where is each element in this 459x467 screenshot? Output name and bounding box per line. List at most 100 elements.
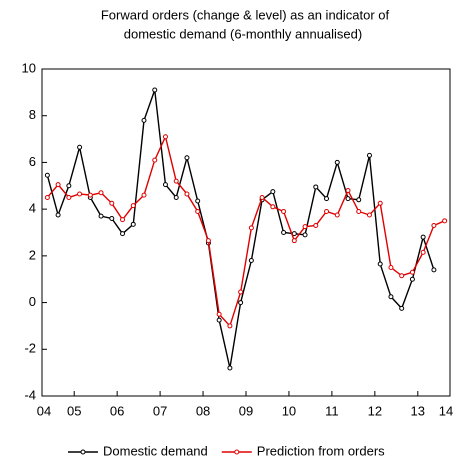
point-marker <box>227 323 233 329</box>
y-tick-label: -2 <box>24 341 36 356</box>
point-marker <box>388 294 394 300</box>
point-marker <box>270 204 276 210</box>
point-marker <box>55 212 61 218</box>
chart-title: Forward orders (change & level) as an in… <box>101 7 390 22</box>
point-marker <box>109 215 115 221</box>
point-marker <box>44 194 50 200</box>
point-marker <box>281 208 287 214</box>
point-marker <box>87 192 93 198</box>
point-marker <box>420 234 426 240</box>
x-tick-label: 10 <box>282 403 296 418</box>
series-line <box>46 134 445 328</box>
point-marker <box>120 217 126 223</box>
y-tick-label: 6 <box>29 154 36 169</box>
legend-label: Prediction from orders <box>257 443 385 458</box>
point-marker <box>238 300 244 306</box>
y-tick-label: 2 <box>29 247 36 262</box>
point-marker <box>366 152 372 158</box>
legend-label: Domestic demand <box>103 443 208 458</box>
point-marker <box>184 191 190 197</box>
legend-marker <box>234 449 240 455</box>
point-marker <box>281 230 287 235</box>
point-marker <box>356 208 362 214</box>
point-marker <box>173 178 179 184</box>
point-marker <box>216 311 222 317</box>
point-marker <box>270 189 276 195</box>
point-marker <box>377 261 383 267</box>
point-marker <box>44 172 50 178</box>
point-marker <box>442 218 448 224</box>
point-marker <box>420 249 426 255</box>
x-tick-label: 11 <box>325 403 339 418</box>
x-tick-label: 14 <box>439 403 453 418</box>
point-marker <box>377 200 383 206</box>
point-marker <box>248 225 254 231</box>
y-tick-label: 4 <box>29 201 36 216</box>
point-marker <box>130 203 136 209</box>
point-marker <box>109 200 115 206</box>
point-marker <box>77 191 83 197</box>
y-tick-label: 0 <box>29 294 36 309</box>
point-marker <box>227 365 233 371</box>
point-marker <box>334 212 340 218</box>
y-tick-label: 10 <box>22 60 36 75</box>
point-marker <box>345 196 351 202</box>
point-marker <box>388 265 394 271</box>
point-marker <box>130 221 136 227</box>
point-marker <box>334 159 340 165</box>
point-marker <box>313 222 319 228</box>
point-marker <box>431 267 437 273</box>
point-marker <box>120 231 126 237</box>
x-tick-label: 07 <box>153 403 167 418</box>
point-marker <box>184 155 190 161</box>
series-line <box>46 89 435 369</box>
y-tick-label: 8 <box>29 107 36 122</box>
x-tick-label: 08 <box>196 403 210 418</box>
point-marker <box>431 222 437 228</box>
point-marker <box>324 208 330 214</box>
point-marker <box>77 144 83 150</box>
point-marker <box>162 134 168 140</box>
plot-frame <box>41 68 451 397</box>
point-marker <box>356 197 362 203</box>
point-marker <box>66 194 72 200</box>
point-marker <box>152 87 158 93</box>
point-marker <box>259 194 265 200</box>
point-marker <box>324 196 330 202</box>
point-marker <box>313 184 319 190</box>
point-marker <box>141 192 147 198</box>
point-marker <box>366 212 372 218</box>
point-marker <box>205 238 211 244</box>
point-marker <box>173 194 179 200</box>
x-tick-label: 13 <box>411 403 425 418</box>
point-marker <box>345 187 351 193</box>
legend-marker <box>80 449 86 455</box>
point-marker <box>302 224 308 230</box>
point-marker <box>195 198 201 204</box>
point-marker <box>162 182 168 188</box>
point-marker <box>238 289 244 295</box>
point-marker <box>141 117 147 123</box>
point-marker <box>152 157 158 163</box>
x-tick-label: 12 <box>368 403 382 418</box>
point-marker <box>55 182 61 188</box>
point-marker <box>216 317 222 323</box>
point-marker <box>66 183 72 189</box>
x-tick-label: 06 <box>110 403 124 418</box>
x-tick-label: 05 <box>67 403 81 418</box>
point-marker <box>195 208 201 214</box>
x-tick-label: 04 <box>37 403 51 418</box>
point-marker <box>291 238 297 244</box>
y-tick-label: -4 <box>24 387 36 402</box>
point-marker <box>409 269 415 275</box>
point-marker <box>248 258 254 264</box>
point-marker <box>409 276 415 282</box>
point-marker <box>98 213 104 219</box>
x-tick-label: 09 <box>239 403 253 418</box>
point-marker <box>399 273 405 279</box>
chart-title: domestic demand (6-monthly annualised) <box>124 26 362 41</box>
point-marker <box>302 232 308 238</box>
point-marker <box>98 190 104 196</box>
point-marker <box>399 305 405 311</box>
